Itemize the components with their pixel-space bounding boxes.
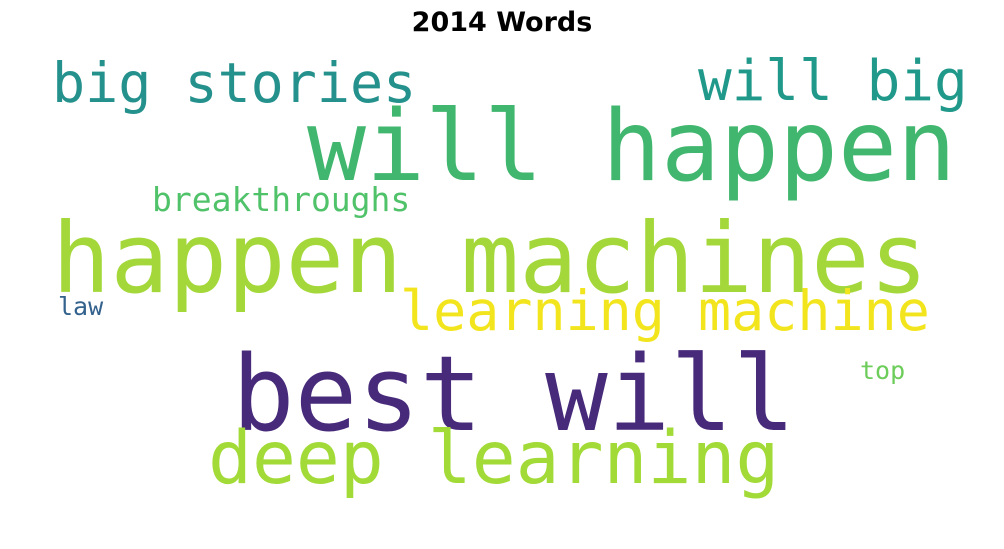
- word-top: top: [860, 356, 906, 385]
- word-big-stories: big stories: [52, 51, 417, 115]
- word-happen-machines: happen machines: [52, 202, 928, 315]
- wordcloud-title: 2014 Words: [411, 7, 593, 38]
- word-will-happen: will happen: [307, 90, 957, 204]
- word-best-will: best will: [232, 333, 796, 455]
- word-learning-machine: learning machine: [400, 279, 930, 343]
- word-law: law: [58, 292, 104, 321]
- word-breakthroughs: breakthroughs: [152, 180, 411, 219]
- word-will-big: will big: [698, 49, 968, 114]
- word-deep-learning: deep learning: [208, 416, 780, 501]
